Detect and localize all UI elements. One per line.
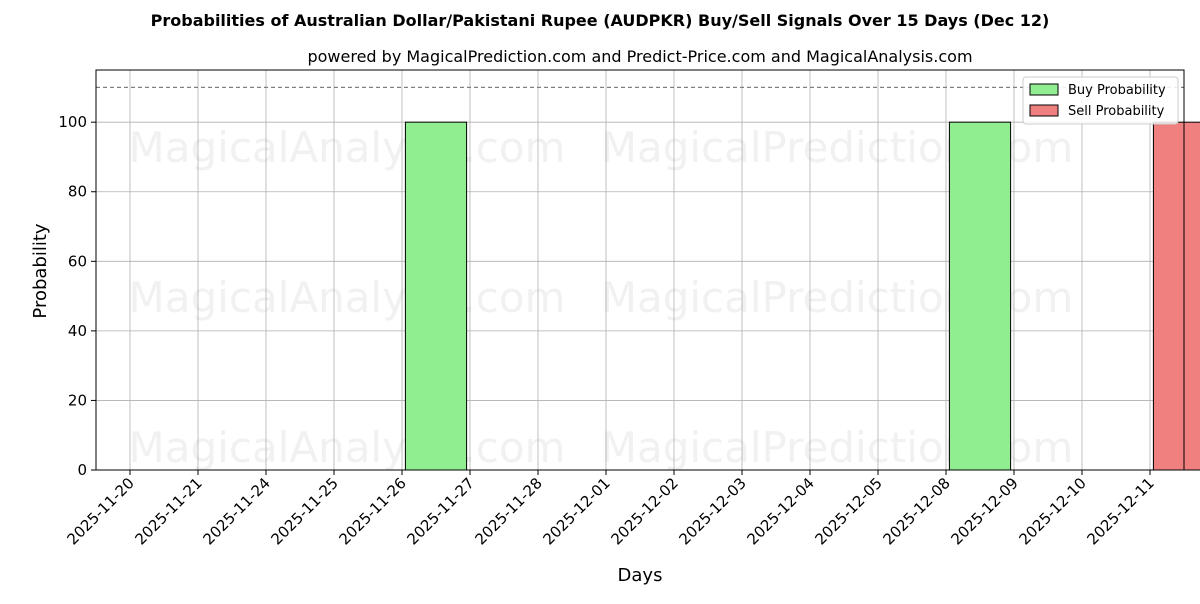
legend: Buy Probability Sell Probability xyxy=(1022,76,1179,125)
x-tick-label: 2025-11-25 xyxy=(267,474,341,548)
y-tick-label: 100 xyxy=(58,113,87,131)
y-tick-label: 40 xyxy=(68,322,87,340)
chart-subtitle: powered by MagicalPrediction.com and Pre… xyxy=(307,47,972,66)
x-tick-label: 2025-12-08 xyxy=(879,474,953,548)
y-tick-label: 80 xyxy=(68,183,87,201)
y-axis-ticks: 0 20 40 60 80 100 xyxy=(58,113,96,479)
x-tick-label: 2025-12-11 xyxy=(1083,474,1157,548)
x-tick-label: 2025-11-28 xyxy=(471,474,545,548)
legend-label: Sell Probability xyxy=(1068,104,1165,119)
x-tick-label: 2025-11-26 xyxy=(335,474,409,548)
x-tick-label: 2025-12-05 xyxy=(811,474,885,548)
x-tick-label: 2025-11-27 xyxy=(403,474,477,548)
y-tick-label: 0 xyxy=(77,461,87,479)
x-tick-label: 2025-11-21 xyxy=(131,474,205,548)
watermark-text: MagicalAnalysis.com xyxy=(129,423,566,472)
y-tick-label: 60 xyxy=(68,252,87,270)
sell-bar xyxy=(1152,121,1200,471)
x-tick-label: 2025-12-04 xyxy=(743,474,817,548)
y-tick-label: 20 xyxy=(68,391,87,409)
chart-title: Probabilities of Australian Dollar/Pakis… xyxy=(151,11,1050,30)
buy-bar xyxy=(404,121,468,471)
watermark-text: MagicalAnalysis.com xyxy=(129,273,566,322)
x-tick-label: 2025-12-02 xyxy=(607,474,681,548)
legend-swatch xyxy=(1029,104,1059,117)
x-tick-label: 2025-12-01 xyxy=(539,474,613,548)
x-axis-label: Days xyxy=(618,565,663,586)
bars xyxy=(404,121,1200,471)
x-tick-label: 2025-12-10 xyxy=(1015,474,1089,548)
buy-bar xyxy=(948,121,1012,471)
watermark-text: MagicalAnalysis.com xyxy=(129,123,566,172)
plot-frame xyxy=(95,69,1185,471)
x-tick-label: 2025-11-20 xyxy=(63,474,137,548)
watermarks: MagicalAnalysis.com MagicalPrediction.com… xyxy=(129,123,1074,472)
x-tick-label: 2025-12-03 xyxy=(675,474,749,548)
x-tick-label: 2025-12-09 xyxy=(947,474,1021,548)
legend-box xyxy=(1022,76,1179,125)
legend-label: Buy Probability xyxy=(1068,83,1166,98)
y-axis-label: Probability xyxy=(30,223,51,318)
legend-swatch xyxy=(1029,83,1059,96)
x-axis-ticks: 2025-11-202025-11-212025-11-242025-11-25… xyxy=(63,470,1158,548)
x-tick-label: 2025-11-24 xyxy=(199,474,273,548)
